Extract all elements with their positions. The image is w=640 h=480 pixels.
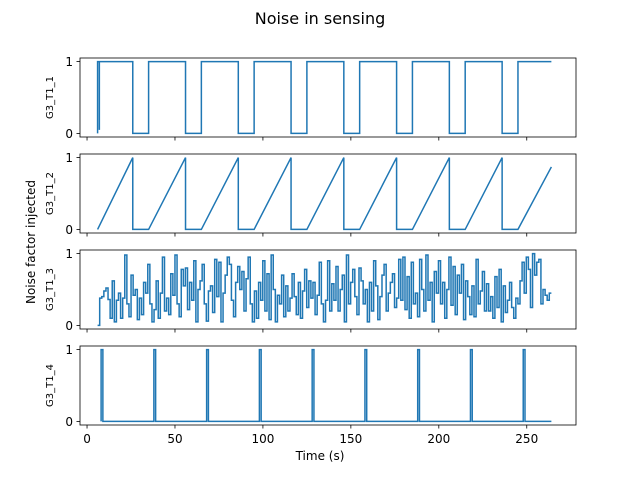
- subplot-ylabel: G3_T1_1: [45, 76, 56, 119]
- y-axis-label: Noise factor injected: [24, 180, 38, 304]
- y-tick-label: 1: [65, 55, 73, 69]
- x-tick-label: 50: [167, 432, 182, 446]
- y-tick-label: 0: [65, 127, 73, 141]
- series-line-G3_T1_1: [96, 60, 552, 135]
- subplot-G3_T1_2: 0 1 G3_T1_2: [45, 151, 577, 237]
- x-tick-label: 250: [515, 432, 538, 446]
- chart-title: Noise in sensing: [255, 9, 386, 28]
- y-tick-label: 1: [65, 343, 73, 357]
- x-tick-label: 200: [427, 432, 450, 446]
- series-line-G3_T1_2: [96, 157, 553, 231]
- axes-frame-G3_T1_4: [79, 345, 577, 426]
- axes-frame-G3_T1_1: [79, 57, 577, 138]
- x-tick-label: 100: [251, 432, 274, 446]
- subplot-ylabel: G3_T1_3: [45, 268, 56, 311]
- subplot-G3_T1_1: 0 1 G3_T1_1: [45, 55, 577, 141]
- series-line-G3_T1_4: [100, 348, 552, 423]
- x-tick-label: 0: [83, 432, 91, 446]
- subplot-ylabel: G3_T1_2: [45, 172, 56, 215]
- x-axis-label: Time (s): [295, 449, 345, 463]
- series-line-G3_T1_3: [97, 252, 552, 327]
- subplots: 0 1 G3_T1_1 0 1 G3_T1_2 0 1 G3_T1_3 0 1 G3_T1_4 0 50 1…: [45, 55, 577, 446]
- y-tick-label: 0: [65, 223, 73, 237]
- subplot-G3_T1_4: 0 1 G3_T1_4 0 50 100 150 200 250: [45, 343, 577, 446]
- y-tick-label: 1: [65, 151, 73, 165]
- y-tick-label: 0: [65, 415, 73, 429]
- subplot-G3_T1_3: 0 1 G3_T1_3: [45, 247, 577, 333]
- x-tick-label: 150: [339, 432, 362, 446]
- subplot-ylabel: G3_T1_4: [45, 364, 56, 407]
- y-tick-label: 0: [65, 319, 73, 333]
- y-tick-label: 1: [65, 247, 73, 261]
- axes-frame-G3_T1_2: [79, 153, 577, 234]
- axes-frame-G3_T1_3: [79, 249, 577, 330]
